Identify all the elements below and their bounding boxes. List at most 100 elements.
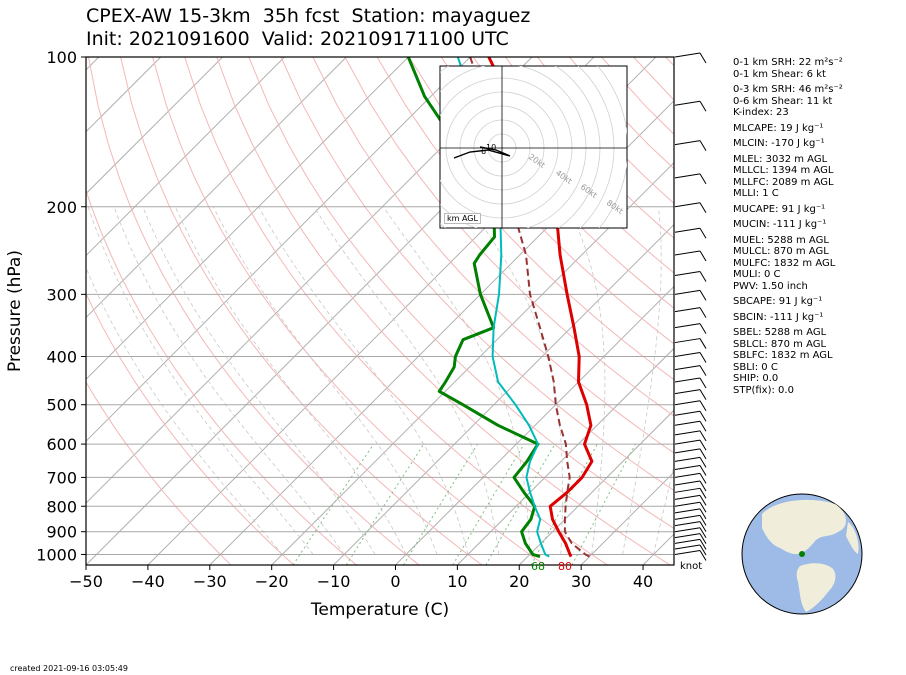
wind-barb — [674, 140, 707, 151]
index-item: 0-1 km SRH: 22 m²s⁻² — [733, 57, 843, 68]
y-tick-label: 200 — [46, 198, 77, 217]
barb-flag — [699, 421, 707, 432]
wind-barb — [674, 173, 707, 185]
barb-flag — [699, 488, 707, 499]
barb-staff — [674, 501, 701, 507]
barb-staff — [674, 377, 701, 383]
dry-adiabat — [344, 57, 674, 417]
mixing-ratio-line — [452, 443, 525, 565]
africa-edge-shape — [846, 522, 859, 554]
index-item: MLLFC: 2089 m AGL — [733, 176, 834, 188]
barb-staff — [674, 400, 701, 406]
wind-barb — [674, 527, 707, 538]
barb-flag — [699, 323, 707, 334]
index-item: K-index: 23 — [733, 107, 789, 118]
wind-barb — [674, 439, 707, 451]
x-tick-label: −10 — [317, 572, 351, 591]
barb-flag — [699, 250, 707, 262]
y-axis-ticks: 100 200 300 400 500 600 700 800 900 1000 — [36, 48, 86, 564]
wind-barb — [674, 544, 707, 556]
plot-frame — [85, 56, 675, 566]
hodograph-label: km AGL — [444, 213, 481, 224]
index-item: STP(fix): 0.0 — [733, 384, 794, 396]
barb-flag — [699, 202, 707, 214]
barb-flag — [699, 290, 707, 301]
index-item: PWV: 1.50 inch — [733, 280, 808, 292]
index-item: 0-6 km Shear: 11 kt — [733, 95, 833, 107]
barb-flag — [699, 227, 707, 239]
barb-staff — [674, 410, 701, 416]
chart-title: CPEX-AW 15-3km 35h fcst Station: mayague… — [86, 5, 531, 27]
x-tick-label: −50 — [69, 572, 103, 591]
barb-staff — [674, 173, 701, 179]
moist-adiabat — [653, 464, 674, 555]
barb-staff — [674, 289, 701, 295]
barb-staff — [674, 430, 701, 436]
location-globe — [741, 493, 863, 615]
barb-staff — [674, 494, 701, 500]
isotherm-line — [86, 57, 223, 195]
barb-staff — [674, 456, 701, 462]
y-tick-label: 1000 — [36, 545, 77, 564]
index-item: MLEL: 3032 m AGL — [733, 153, 828, 165]
moist-adiabat — [87, 206, 314, 555]
wind-barbs — [674, 52, 707, 561]
dewpoint-profile — [406, 57, 541, 559]
index-item: MLLI: 1 C — [733, 188, 779, 199]
wind-barb — [674, 487, 707, 499]
index-item: SHIP: 0.0 — [733, 373, 779, 384]
wind-barb — [674, 389, 707, 400]
barb-staff — [674, 52, 701, 58]
dry-adiabat — [86, 381, 232, 565]
dry-adiabat — [86, 188, 357, 565]
barb-staff — [674, 140, 701, 146]
wind-barb — [674, 365, 707, 376]
barb-flag — [699, 544, 707, 556]
dry-adiabat — [472, 57, 674, 274]
barb-staff — [674, 448, 701, 454]
barb-staff — [674, 538, 701, 544]
barb-flag — [699, 439, 707, 451]
wind-barb — [674, 549, 707, 561]
index-item: 0-3 km SRH: 46 m²s⁻² — [733, 84, 843, 95]
wind-barb — [674, 465, 707, 476]
barb-staff — [674, 271, 701, 277]
hodograph-height-label: 6 — [481, 147, 486, 156]
wind-barb — [674, 52, 707, 64]
hodograph-frame — [439, 65, 628, 229]
barb-staff — [674, 472, 701, 478]
barb-flag — [699, 271, 707, 282]
x-tick-label: 30 — [571, 572, 591, 591]
barb-flag — [699, 515, 707, 526]
x-tick-label: 10 — [447, 572, 467, 591]
barb-flag — [699, 389, 707, 400]
wind-barb — [674, 202, 707, 214]
wind-barb — [674, 271, 707, 282]
isotherm-line — [86, 57, 285, 257]
isotherm-line — [395, 285, 674, 565]
barb-staff — [674, 465, 701, 471]
barb-flag — [699, 307, 707, 318]
isotherm-line — [271, 161, 674, 565]
wind-barb — [674, 480, 707, 492]
wind-barb — [674, 521, 707, 532]
barb-staff — [674, 250, 701, 256]
hodograph-height-label: 10 — [486, 143, 496, 152]
barb-flag — [699, 457, 707, 468]
dry-adiabat — [152, 57, 545, 565]
index-item: SBLFC: 1832 m AGL — [733, 350, 833, 361]
wind-barb — [674, 501, 707, 513]
created-timestamp: created 2021-09-16 03:05:49 — [10, 664, 128, 673]
index-item: MULFC: 1832 m AGL — [733, 257, 836, 269]
parcel-profile — [469, 57, 590, 558]
index-item: MLCIN: -170 J kg⁻¹ — [733, 138, 825, 149]
barb-staff — [674, 533, 701, 539]
barb-flag — [699, 480, 707, 492]
barb-flag — [699, 173, 707, 185]
moist-adiabat — [258, 206, 469, 555]
barb-flag — [699, 338, 707, 349]
index-item: SBLI: 0 C — [733, 361, 778, 373]
barb-flag — [699, 473, 707, 484]
barb-staff — [674, 227, 701, 233]
index-item: MULCL: 870 m AGL — [733, 246, 829, 257]
